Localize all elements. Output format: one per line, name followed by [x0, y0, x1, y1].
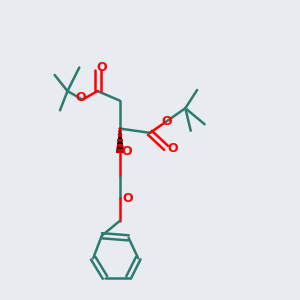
Text: O: O [75, 91, 86, 104]
Polygon shape [117, 129, 123, 152]
Text: O: O [97, 61, 107, 74]
Text: O: O [122, 192, 133, 205]
Text: O: O [162, 115, 172, 128]
Text: O: O [121, 145, 132, 158]
Polygon shape [117, 129, 123, 152]
Text: O: O [167, 142, 178, 155]
